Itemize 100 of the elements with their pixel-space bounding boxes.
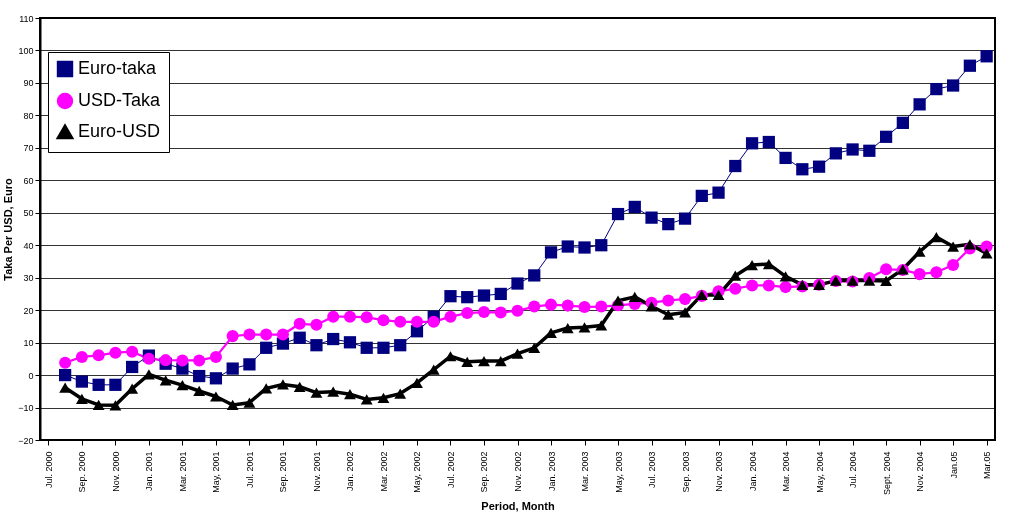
point — [327, 332, 340, 346]
point — [293, 317, 306, 330]
point — [729, 282, 742, 295]
point — [896, 116, 909, 129]
x-tick-label: Nov. 2001 — [311, 451, 322, 492]
legend-label: Euro-USD — [78, 121, 161, 141]
point — [478, 356, 490, 367]
point — [126, 360, 139, 374]
point — [343, 310, 356, 323]
point — [293, 381, 306, 392]
point — [863, 144, 876, 157]
point — [913, 246, 926, 257]
point — [461, 356, 474, 367]
point — [59, 356, 72, 369]
point — [561, 240, 574, 253]
point — [578, 241, 591, 254]
point — [946, 79, 960, 92]
point — [796, 163, 809, 176]
point — [695, 189, 708, 203]
point — [880, 275, 893, 287]
point — [444, 290, 457, 303]
x-tick-label: Jan. 2003 — [546, 451, 557, 492]
point — [377, 392, 390, 403]
point — [762, 279, 775, 292]
point — [193, 369, 206, 383]
y-tick-label: 100 — [18, 45, 34, 56]
point — [126, 383, 139, 394]
legend-label: USD-Taka — [78, 90, 162, 110]
x-tick-label: Nov. 2003 — [714, 451, 725, 492]
point — [511, 277, 524, 290]
point — [193, 354, 206, 367]
point — [411, 377, 423, 388]
point — [494, 356, 507, 367]
point — [226, 399, 239, 411]
point — [75, 375, 89, 388]
y-tick-label: −10 — [18, 403, 34, 414]
point — [544, 298, 558, 311]
x-tick-label: May, 2004 — [814, 451, 825, 493]
point — [578, 300, 591, 313]
x-tick-label: Sept. 2004 — [881, 451, 892, 496]
point — [930, 82, 943, 96]
point — [243, 328, 256, 341]
x-tick-label: Sep. 2001 — [278, 451, 289, 493]
y-tick-label: 40 — [23, 240, 34, 251]
point — [310, 387, 323, 398]
x-tick-label: Nov. 2002 — [513, 451, 523, 492]
point — [528, 300, 541, 313]
point — [109, 400, 122, 411]
point — [75, 350, 88, 363]
y-tick-label: 70 — [23, 143, 34, 154]
x-tick-label: Jul. 2003 — [647, 451, 658, 489]
point — [561, 322, 574, 334]
y-axis-title: Taka Per USD, Euro — [2, 177, 15, 281]
point — [595, 300, 608, 313]
x-axis-title: Period, Month — [481, 500, 555, 513]
point — [494, 287, 507, 301]
legend-label: Euro-taka — [78, 58, 158, 78]
point — [511, 304, 524, 317]
point — [980, 248, 993, 259]
y-tick-label: 10 — [23, 338, 34, 349]
point — [394, 315, 407, 328]
point — [327, 310, 340, 323]
point — [343, 336, 357, 349]
x-tick-label: May, 2001 — [211, 451, 222, 493]
point — [243, 358, 256, 371]
point — [210, 391, 222, 402]
x-tick-label: Jul. 2004 — [848, 451, 859, 489]
x-tick-label: Jul. 2001 — [244, 451, 255, 489]
point — [394, 339, 407, 352]
point — [712, 289, 725, 301]
point — [779, 151, 792, 165]
point — [746, 279, 759, 292]
x-tick-label: Sep. 2002 — [479, 451, 490, 493]
x-tick-label: Nov. 2004 — [915, 451, 926, 492]
point — [410, 315, 423, 328]
x-tick-label: Jul. 2000 — [43, 451, 54, 489]
point — [310, 318, 323, 331]
point — [729, 159, 742, 173]
point — [159, 375, 172, 386]
x-tick-label: Jan. 2002 — [345, 451, 356, 492]
point — [109, 346, 122, 359]
point — [963, 59, 976, 72]
point — [662, 218, 675, 231]
point — [595, 320, 608, 331]
x-tick-label: Mar.05 — [982, 451, 993, 480]
point — [277, 379, 289, 390]
point — [913, 98, 926, 111]
point — [427, 315, 440, 328]
x-tick-label: Mar. 2002 — [378, 451, 389, 492]
point — [360, 341, 373, 354]
point — [544, 246, 558, 259]
point — [930, 266, 943, 279]
point — [829, 147, 842, 160]
point — [947, 241, 960, 252]
point — [109, 378, 122, 391]
point — [377, 314, 390, 327]
point — [176, 380, 189, 391]
point — [745, 137, 759, 150]
x-tick-label: Mar. 2001 — [177, 451, 188, 492]
point — [327, 386, 340, 397]
